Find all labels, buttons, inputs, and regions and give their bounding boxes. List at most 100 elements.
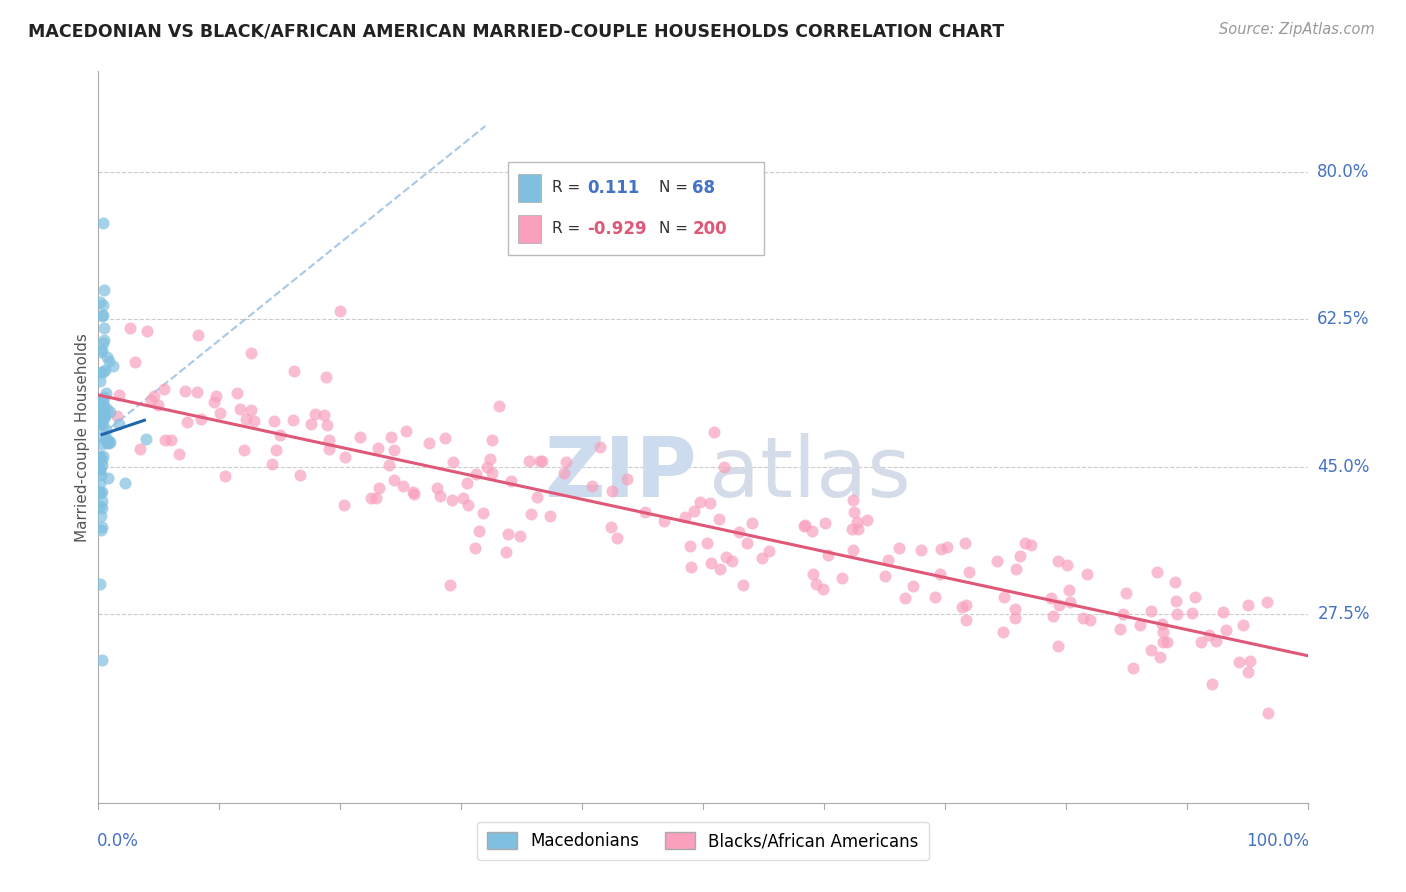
Point [378, 458, 401, 473]
Point [842, 493, 865, 508]
Point [108, 417, 131, 431]
Point [801, 567, 824, 582]
Point [148, 398, 170, 412]
Point [495, 545, 517, 559]
Point [1078, 613, 1101, 627]
Point [380, 430, 402, 444]
Point [1184, 590, 1206, 604]
Point [1047, 598, 1070, 612]
Point [526, 490, 548, 504]
Point [1140, 643, 1163, 657]
Text: 27.5%: 27.5% [1317, 605, 1369, 623]
Point [208, 405, 231, 419]
Point [93, 334, 115, 348]
Point [681, 559, 703, 574]
Point [93, 399, 115, 413]
Text: -0.929: -0.929 [588, 219, 647, 238]
Point [89, 450, 111, 464]
Point [101, 359, 124, 374]
Point [520, 507, 543, 521]
Point [96, 436, 118, 450]
Point [94, 432, 117, 446]
Point [1004, 611, 1026, 625]
Point [1156, 635, 1178, 649]
Point [873, 569, 896, 583]
Point [260, 457, 283, 471]
Point [167, 447, 190, 461]
Point [91, 493, 114, 508]
Point [713, 460, 735, 475]
Point [600, 520, 623, 534]
Point [955, 599, 977, 613]
Text: 100.0%: 100.0% [1246, 832, 1309, 850]
Point [1256, 595, 1278, 609]
Point [1189, 634, 1212, 648]
Point [728, 525, 751, 540]
Point [93, 409, 115, 423]
Point [107, 388, 129, 402]
Point [186, 385, 208, 400]
Point [1239, 654, 1261, 668]
Point [468, 524, 491, 538]
Point [90, 437, 112, 451]
Point [139, 393, 162, 408]
Point [478, 451, 501, 466]
Point [1008, 549, 1031, 564]
Point [367, 442, 389, 456]
Point [232, 443, 254, 458]
Point [1152, 625, 1174, 640]
Point [751, 550, 773, 565]
Point [634, 506, 657, 520]
Point [93, 283, 115, 297]
Point [1212, 605, 1234, 619]
Point [114, 476, 136, 491]
Point [152, 382, 174, 396]
Point [264, 443, 287, 458]
Point [831, 571, 853, 585]
Point [846, 522, 869, 536]
Point [142, 389, 165, 403]
Point [329, 304, 352, 318]
Point [89, 475, 111, 490]
Point [1005, 561, 1028, 575]
Point [91, 365, 114, 379]
Point [457, 498, 479, 512]
Point [1257, 706, 1279, 720]
Point [1215, 623, 1237, 637]
Point [90, 485, 112, 500]
Point [800, 524, 823, 538]
Point [96, 401, 118, 416]
Point [496, 527, 519, 541]
Point [98, 354, 121, 368]
Point [129, 442, 152, 456]
Point [96, 424, 118, 438]
Point [700, 556, 723, 570]
Point [703, 425, 725, 439]
Point [936, 541, 959, 555]
Point [395, 425, 418, 439]
Point [333, 450, 356, 465]
Point [986, 554, 1008, 568]
Point [429, 489, 451, 503]
Point [699, 496, 721, 510]
Point [1198, 628, 1220, 642]
Point [1128, 617, 1150, 632]
Point [1109, 622, 1132, 636]
Point [269, 428, 291, 442]
Point [517, 454, 540, 468]
Point [153, 433, 176, 447]
Text: R =: R = [551, 180, 579, 195]
Text: Source: ZipAtlas.com: Source: ZipAtlas.com [1219, 22, 1375, 37]
Text: N =: N = [659, 221, 688, 236]
Point [242, 414, 264, 428]
Point [553, 467, 575, 481]
Point [529, 454, 551, 468]
Point [205, 389, 228, 403]
Point [228, 402, 250, 417]
Point [1232, 618, 1254, 632]
Point [93, 449, 115, 463]
Point [366, 491, 388, 505]
Point [402, 487, 425, 501]
Point [93, 411, 115, 425]
Point [993, 591, 1015, 605]
